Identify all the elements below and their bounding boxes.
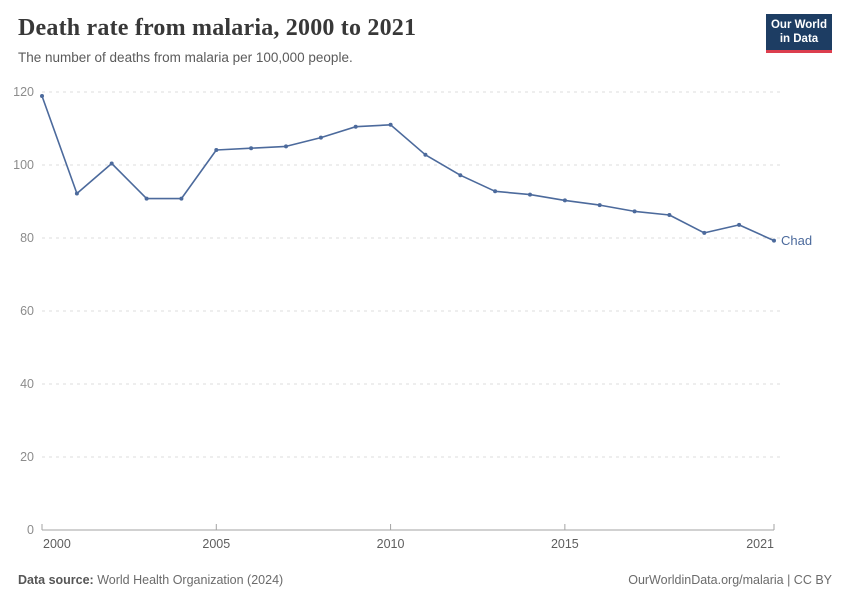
page-title: Death rate from malaria, 2000 to 2021 bbox=[18, 15, 417, 41]
y-axis-tick-label: 80 bbox=[20, 231, 34, 245]
x-axis-tick-label: 2015 bbox=[551, 537, 579, 551]
data-source: Data source: World Health Organization (… bbox=[18, 573, 283, 587]
x-axis-tick-label: 2021 bbox=[746, 537, 774, 551]
data-point[interactable] bbox=[702, 230, 707, 235]
data-source-value: World Health Organization (2024) bbox=[93, 573, 284, 587]
y-axis-tick-label: 0 bbox=[27, 523, 34, 537]
data-point[interactable] bbox=[772, 238, 776, 243]
data-point[interactable] bbox=[353, 124, 358, 129]
credit-link[interactable]: OurWorldinData.org/malaria | CC BY bbox=[628, 573, 832, 587]
data-point[interactable] bbox=[737, 222, 742, 227]
data-point[interactable] bbox=[562, 198, 567, 203]
owid-logo-line2: in Data bbox=[779, 33, 819, 46]
series-end-label[interactable]: Chad bbox=[781, 233, 812, 248]
data-point[interactable] bbox=[667, 213, 672, 217]
data-point[interactable] bbox=[423, 152, 428, 157]
data-point[interactable] bbox=[388, 122, 393, 127]
data-point[interactable] bbox=[109, 161, 114, 166]
data-point[interactable] bbox=[528, 192, 532, 197]
chart-area: 0 20 40 60 80 100 120 2000 2005 2010 2015 2021 Chad bbox=[0, 80, 850, 555]
data-source-label: Data source: bbox=[18, 573, 94, 587]
y-axis-tick-label: 100 bbox=[13, 158, 34, 172]
x-axis-tick-label: 2010 bbox=[377, 537, 405, 551]
data-point[interactable] bbox=[632, 209, 637, 214]
data-point[interactable] bbox=[597, 203, 602, 208]
data-point[interactable] bbox=[458, 173, 463, 178]
chart-subtitle: The number of deaths from malaria per 10… bbox=[18, 49, 353, 65]
owid-logo-line1: Our World bbox=[770, 19, 827, 31]
x-axis-tick-label: 2005 bbox=[202, 537, 230, 551]
y-axis-tick-label: 20 bbox=[20, 450, 34, 464]
series-line-chad[interactable] bbox=[41, 95, 775, 242]
x-axis-tick-label: 2000 bbox=[43, 537, 71, 551]
data-point[interactable] bbox=[493, 189, 498, 194]
y-axis-tick-label: 40 bbox=[20, 377, 34, 391]
data-point[interactable] bbox=[74, 191, 79, 196]
data-point[interactable] bbox=[179, 196, 184, 201]
data-point[interactable] bbox=[284, 144, 288, 149]
data-point[interactable] bbox=[318, 135, 323, 140]
data-point[interactable] bbox=[249, 146, 254, 151]
y-axis-tick-label: 60 bbox=[20, 304, 34, 318]
chart-footer: Data source: World Health Organization (… bbox=[18, 573, 832, 587]
owid-logo[interactable]: Our World in Data bbox=[766, 14, 832, 53]
line-chart[interactable]: 0 20 40 60 80 100 120 2000 2005 2010 2015 2021 Chad bbox=[0, 80, 850, 555]
y-axis-tick-label: 120 bbox=[13, 85, 34, 99]
data-point[interactable] bbox=[40, 94, 44, 98]
chart-header: Death rate from malaria, 2000 to 2021 Th… bbox=[18, 14, 832, 65]
data-point[interactable] bbox=[144, 196, 149, 201]
data-point[interactable] bbox=[214, 148, 219, 152]
